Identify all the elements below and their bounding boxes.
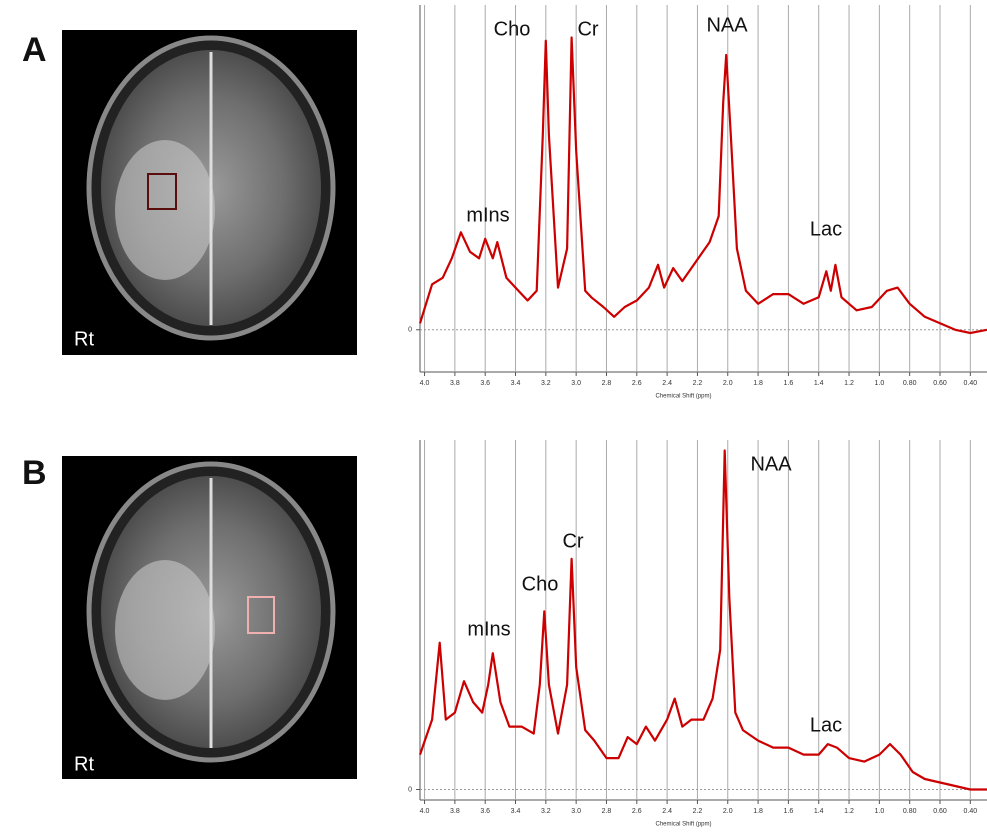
image-label: Rt xyxy=(74,753,94,775)
x-tick-label: 1.0 xyxy=(874,380,884,387)
x-tick-label: 0.80 xyxy=(903,808,917,815)
x-tick-label: 4.0 xyxy=(420,380,430,387)
peak-label: mIns xyxy=(466,204,509,226)
mri-image xyxy=(62,30,357,355)
x-tick-label: 2.6 xyxy=(632,380,642,387)
peak-label: Cr xyxy=(562,530,583,552)
x-tick-label: 1.8 xyxy=(753,380,763,387)
x-tick-label: 3.6 xyxy=(480,808,490,815)
peak-label: Cho xyxy=(522,573,559,595)
x-tick-label: 1.2 xyxy=(844,808,854,815)
x-tick-label: 3.2 xyxy=(541,808,551,815)
x-tick-label: 3.0 xyxy=(571,808,581,815)
x-tick-label: 3.8 xyxy=(450,380,460,387)
x-tick-label: 1.6 xyxy=(784,808,794,815)
mri-image xyxy=(62,456,357,779)
x-tick-label: 0.80 xyxy=(903,380,917,387)
x-tick-label: 1.8 xyxy=(753,808,763,815)
spectrum-line xyxy=(418,36,987,335)
peak-label: NAA xyxy=(750,453,792,475)
x-tick-label: 1.4 xyxy=(814,380,824,387)
x-axis-label: Chemical Shift (ppm) xyxy=(655,394,711,400)
x-tick-label: 1.6 xyxy=(784,380,794,387)
x-tick-label: 3.6 xyxy=(480,380,490,387)
x-tick-label: 0.40 xyxy=(964,380,978,387)
x-tick-label: 3.8 xyxy=(450,808,460,815)
spectrum-line xyxy=(418,449,987,791)
peak-label: Cr xyxy=(577,18,598,40)
peak-label: NAA xyxy=(706,14,748,36)
y-tick-label: 0 xyxy=(408,327,412,334)
x-tick-label: 2.4 xyxy=(662,808,672,815)
x-tick-label: 1.0 xyxy=(874,808,884,815)
x-tick-label: 3.2 xyxy=(541,380,551,387)
y-tick-label: 0 xyxy=(408,786,412,793)
x-tick-label: 2.6 xyxy=(632,808,642,815)
x-tick-label: 2.8 xyxy=(602,808,612,815)
x-tick-label: 3.4 xyxy=(511,380,521,387)
x-tick-label: 4.0 xyxy=(420,808,430,815)
x-tick-label: 1.4 xyxy=(814,808,824,815)
x-tick-label: 1.2 xyxy=(844,380,854,387)
x-tick-label: 3.4 xyxy=(511,808,521,815)
x-tick-label: 2.4 xyxy=(662,380,672,387)
x-tick-label: 0.60 xyxy=(933,380,947,387)
peak-label: Lac xyxy=(810,714,842,736)
x-tick-label: 3.0 xyxy=(571,380,581,387)
peak-label: Cho xyxy=(494,18,531,40)
peak-label: Lac xyxy=(810,218,842,240)
x-tick-label: 2.2 xyxy=(693,808,703,815)
x-axis-label: Chemical Shift (ppm) xyxy=(655,822,711,828)
image-label: Rt xyxy=(74,328,94,350)
x-tick-label: 2.2 xyxy=(693,380,703,387)
panel-label: B xyxy=(22,454,47,492)
panel-label: A xyxy=(22,31,47,69)
peak-label: mIns xyxy=(467,618,510,640)
x-tick-label: 2.0 xyxy=(723,808,733,815)
x-tick-label: 2.0 xyxy=(723,380,733,387)
x-tick-label: 2.8 xyxy=(602,380,612,387)
x-tick-label: 0.60 xyxy=(933,808,947,815)
x-tick-label: 0.40 xyxy=(964,808,978,815)
